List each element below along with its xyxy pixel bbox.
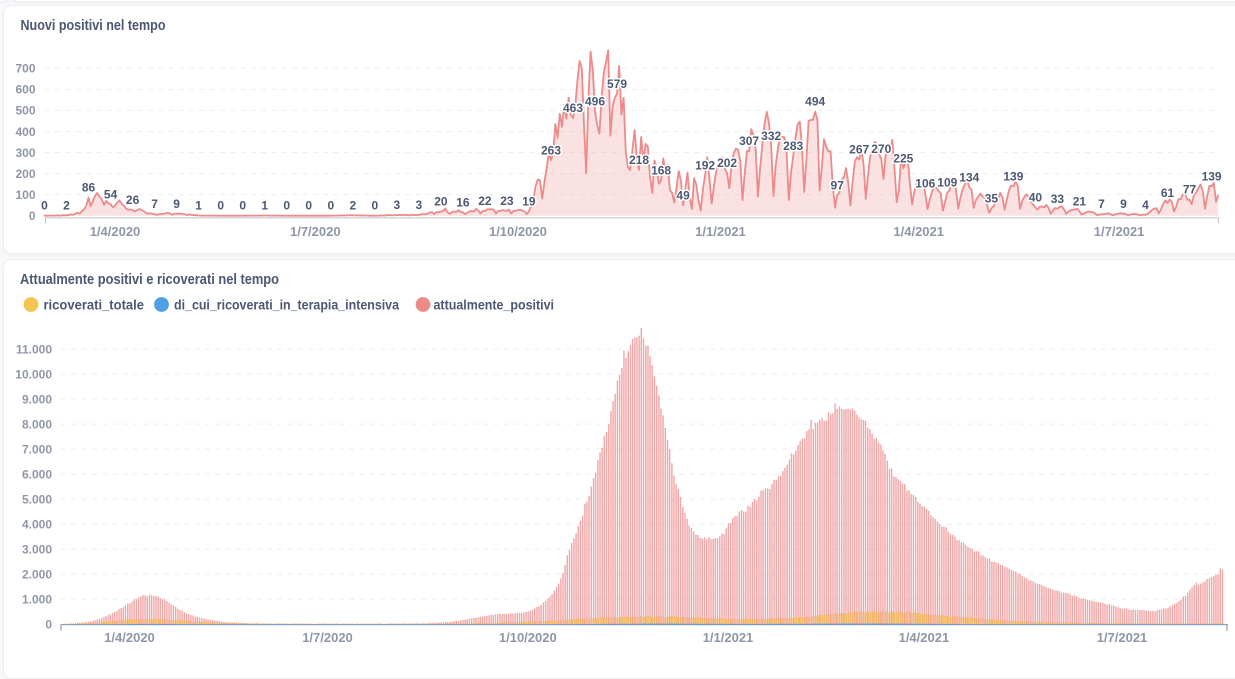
svg-text:8.000: 8.000 [22,418,52,432]
svg-text:33: 33 [1051,192,1065,206]
svg-text:1/7/2021: 1/7/2021 [1094,224,1145,239]
svg-text:218: 218 [629,153,649,167]
svg-text:attualmente_positivi: attualmente_positivi [434,297,555,313]
svg-text:496: 496 [585,94,605,108]
svg-text:1/4/2021: 1/4/2021 [893,224,944,239]
svg-text:0: 0 [217,199,224,213]
svg-text:16: 16 [456,195,470,209]
svg-text:1/10/2020: 1/10/2020 [499,630,557,645]
svg-text:192: 192 [695,158,715,172]
svg-text:0: 0 [239,199,246,213]
svg-text:21: 21 [1073,194,1087,208]
svg-text:0: 0 [327,199,334,213]
svg-text:0: 0 [45,618,52,632]
svg-text:22: 22 [478,194,492,208]
svg-text:0: 0 [29,209,36,223]
svg-text:7: 7 [1098,197,1105,211]
svg-text:1/4/2020: 1/4/2020 [90,224,141,239]
svg-text:4.000: 4.000 [22,518,52,532]
svg-text:7.000: 7.000 [22,443,52,457]
svg-text:3: 3 [415,198,422,212]
svg-text:9: 9 [1120,197,1127,211]
svg-text:7: 7 [151,197,158,211]
svg-text:1/10/2020: 1/10/2020 [489,224,547,239]
svg-text:19: 19 [522,195,536,209]
svg-text:3: 3 [393,198,400,212]
svg-text:106: 106 [915,176,935,190]
svg-text:20: 20 [434,195,448,209]
svg-text:1/7/2020: 1/7/2020 [302,630,353,645]
svg-text:332: 332 [761,129,781,143]
svg-text:4: 4 [1142,198,1149,212]
svg-text:0: 0 [371,199,378,213]
svg-text:500: 500 [15,104,35,118]
svg-text:494: 494 [805,95,825,109]
svg-text:11.000: 11.000 [16,342,52,356]
svg-text:1/7/2020: 1/7/2020 [290,224,341,239]
svg-text:9.000: 9.000 [22,392,52,406]
svg-text:270: 270 [871,142,891,156]
svg-text:1.000: 1.000 [22,593,52,607]
svg-text:1/1/2021: 1/1/2021 [703,630,754,645]
svg-text:3.000: 3.000 [22,543,52,557]
svg-text:77: 77 [1183,183,1197,197]
svg-text:109: 109 [937,176,957,190]
svg-text:579: 579 [607,77,627,91]
svg-text:225: 225 [893,151,913,165]
svg-text:Nuovi positivi nel tempo: Nuovi positivi nel tempo [21,17,166,34]
svg-text:2: 2 [349,198,356,212]
svg-text:2.000: 2.000 [22,568,52,582]
svg-text:10.000: 10.000 [15,367,52,381]
svg-text:200: 200 [15,167,35,181]
svg-text:97: 97 [831,178,845,192]
svg-text:2: 2 [63,198,70,212]
svg-text:283: 283 [783,139,803,153]
svg-text:1: 1 [195,199,202,213]
svg-text:40: 40 [1029,190,1043,204]
svg-text:6.000: 6.000 [22,468,52,482]
svg-text:300: 300 [15,146,35,160]
svg-text:600: 600 [15,83,35,97]
svg-text:1/4/2020: 1/4/2020 [104,630,155,645]
svg-text:139: 139 [1003,169,1023,183]
svg-text:0: 0 [305,199,312,213]
svg-text:263: 263 [541,143,561,157]
svg-text:23: 23 [500,194,514,208]
svg-text:134: 134 [959,171,979,185]
svg-text:267: 267 [849,143,869,157]
svg-text:202: 202 [717,156,737,170]
svg-text:ricoverati_totale: ricoverati_totale [44,297,145,313]
svg-text:9: 9 [173,197,180,211]
svg-text:5.000: 5.000 [22,493,52,507]
svg-text:di_cui_ricoverati_in_terapia_i: di_cui_ricoverati_in_terapia_intensiva [174,297,399,313]
svg-text:49: 49 [676,188,690,202]
svg-text:26: 26 [126,193,140,207]
svg-text:1/1/2021: 1/1/2021 [695,224,746,239]
svg-text:168: 168 [651,163,671,177]
svg-text:0: 0 [283,199,290,213]
svg-text:Attualmente positivi e ricover: Attualmente positivi e ricoverati nel te… [20,271,279,288]
svg-text:463: 463 [563,101,583,115]
svg-text:86: 86 [82,181,96,195]
svg-text:1: 1 [261,199,268,213]
svg-text:700: 700 [15,62,35,76]
svg-text:1/4/2021: 1/4/2021 [899,630,950,645]
svg-text:139: 139 [1202,169,1222,183]
svg-text:307: 307 [739,134,759,148]
svg-text:61: 61 [1161,186,1175,200]
svg-text:1/7/2021: 1/7/2021 [1097,630,1148,645]
svg-text:0: 0 [41,199,48,213]
svg-text:35: 35 [985,191,999,205]
svg-text:100: 100 [15,188,35,202]
svg-text:400: 400 [15,125,35,139]
svg-text:54: 54 [104,187,118,201]
